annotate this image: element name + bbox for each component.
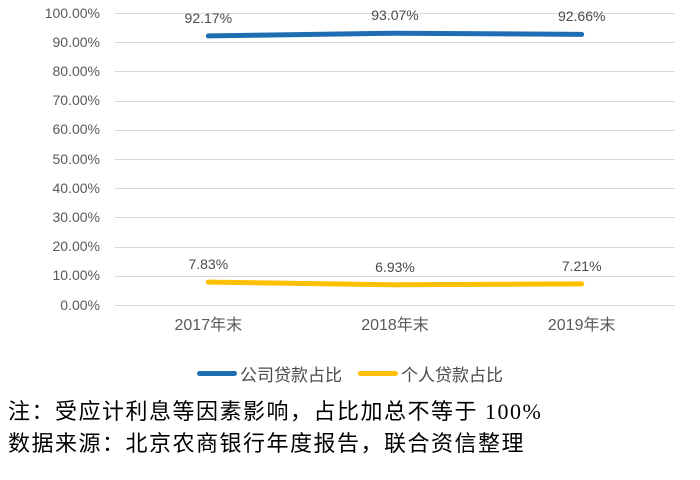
gridline	[115, 305, 675, 306]
legend-item-personal-loans: 个人贷款占比	[358, 361, 503, 386]
data-label-corporate-2019: 92.66%	[557, 8, 606, 25]
gridline	[115, 159, 675, 160]
y-axis-tick-label: 10.00%	[52, 267, 100, 284]
legend: 公司贷款占比 个人贷款占比	[0, 361, 700, 386]
y-axis-tick-label: 30.00%	[52, 208, 100, 225]
x-axis-label-2018: 2018年末	[361, 317, 429, 334]
data-label-personal-2018: 6.93%	[375, 258, 415, 275]
data-label-corporate-2017: 92.17%	[184, 9, 233, 26]
y-axis-tick-label: 60.00%	[52, 121, 100, 138]
y-axis-tick-label: 40.00%	[52, 179, 100, 196]
gridline	[115, 217, 675, 219]
gridline	[115, 13, 675, 14]
note-line: 注：受应计利息等因素影响，占比加总不等于 100%	[8, 399, 543, 424]
y-axis-tick-label: 0.00%	[60, 296, 100, 313]
y-axis-tick-label: 20.00%	[52, 238, 100, 255]
data-label-personal-2019: 7.21%	[561, 257, 602, 274]
data-label-personal-2017: 7.83%	[188, 256, 229, 273]
gridline	[115, 129, 675, 131]
legend-item-corporate-loans: 公司贷款占比	[197, 361, 342, 386]
plot-lines	[205, 30, 585, 288]
loan-ratio-line-chart: 100.00% 90.00% 80.00% 70.00% 60.00% 50.00% 40.…	[0, 4, 700, 386]
gridline	[115, 100, 675, 102]
gridline	[115, 275, 675, 277]
y-axis-tick-label: 70.00%	[52, 92, 100, 109]
y-axis-tick-label: 100.00%	[44, 4, 100, 21]
y-axis-tick-label: 80.00%	[52, 62, 100, 79]
series-line-personal-loans	[205, 279, 585, 288]
gridline	[115, 246, 675, 248]
gridline	[115, 71, 675, 73]
legend-label-corporate: 公司贷款占比	[240, 365, 342, 385]
legend-line-swatch-personal	[358, 370, 398, 376]
series-line-corporate-loans	[205, 30, 585, 39]
legend-line-swatch-corporate	[197, 370, 237, 376]
gridline	[115, 188, 675, 190]
source-line: 数据来源：北京农商银行年度报告，联合资信整理	[8, 431, 526, 456]
y-axis-tick-label: 90.00%	[52, 33, 100, 50]
gridline	[115, 42, 675, 44]
x-axis-label-2019: 2019年末	[547, 317, 616, 334]
data-label-corporate-2018: 93.07%	[371, 7, 419, 24]
legend-label-personal: 个人贷款占比	[401, 365, 503, 385]
footnotes: 注：受应计利息等因素影响，占比加总不等于 100% 数据来源：北京农商银行年度报…	[8, 396, 698, 460]
y-axis-tick-label: 50.00%	[52, 150, 100, 167]
x-axis-label-2017: 2017年末	[174, 317, 243, 334]
